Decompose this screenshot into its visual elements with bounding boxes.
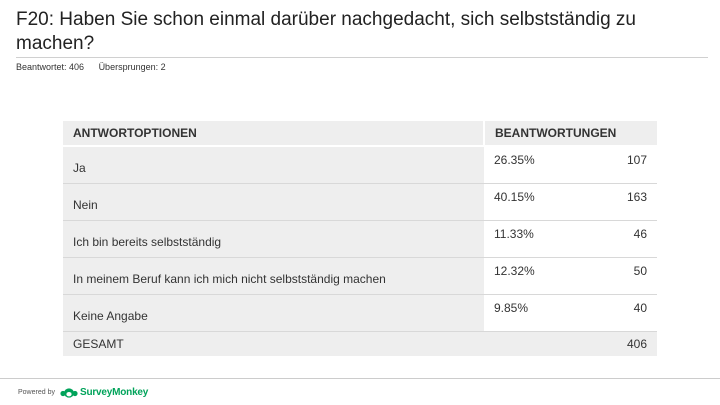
title-divider bbox=[16, 57, 708, 58]
results-table: ANTWORTOPTIONEN BEANTWORTUNGEN Ja 26.35%… bbox=[63, 121, 657, 356]
table-row: Ja 26.35% 107 bbox=[63, 146, 657, 184]
total-label: GESAMT bbox=[63, 331, 484, 356]
answer-percent: 12.32% bbox=[484, 257, 584, 295]
answer-label: Ja bbox=[63, 146, 484, 184]
answer-count: 107 bbox=[584, 146, 657, 184]
table-header-row: ANTWORTOPTIONEN BEANTWORTUNGEN bbox=[63, 121, 657, 147]
skipped-count: Übersprungen: 2 bbox=[98, 62, 166, 72]
answer-percent: 40.15% bbox=[484, 183, 584, 221]
answer-count: 46 bbox=[584, 220, 657, 258]
footer-divider bbox=[0, 378, 720, 379]
powered-by-label: Powered by bbox=[18, 389, 55, 396]
header-answer-options: ANTWORTOPTIONEN bbox=[63, 121, 484, 147]
answer-count: 50 bbox=[584, 257, 657, 295]
brand-name: SurveyMonkey bbox=[79, 387, 149, 398]
header-responses: BEANTWORTUNGEN bbox=[483, 121, 657, 147]
answer-percent: 9.85% bbox=[484, 294, 584, 332]
total-percent-empty bbox=[484, 331, 584, 356]
answer-label: Ich bin bereits selbstständig bbox=[63, 220, 484, 258]
answer-percent: 11.33% bbox=[484, 220, 584, 258]
table-row: In meinem Beruf kann ich mich nicht selb… bbox=[63, 257, 657, 295]
total-count: 406 bbox=[584, 331, 657, 356]
surveymonkey-logo: SurveyMonkey bbox=[60, 387, 148, 398]
answer-label: Keine Angabe bbox=[63, 294, 484, 332]
footer: Powered by SurveyMonkey bbox=[18, 387, 148, 398]
answer-count: 163 bbox=[584, 183, 657, 221]
answered-count: Beantwortet: 406 bbox=[16, 62, 85, 72]
answer-label: Nein bbox=[63, 183, 484, 221]
response-stats: Beantwortet: 406 Übersprungen: 2 bbox=[16, 62, 166, 72]
surveymonkey-logo-icon bbox=[60, 388, 78, 398]
answer-label: In meinem Beruf kann ich mich nicht selb… bbox=[63, 257, 484, 295]
question-title: F20: Haben Sie schon einmal darüber nach… bbox=[16, 9, 636, 54]
table-row: Keine Angabe 9.85% 40 bbox=[63, 294, 657, 332]
table-row: Ich bin bereits selbstständig 11.33% 46 bbox=[63, 220, 657, 258]
total-row: GESAMT 406 bbox=[63, 331, 657, 356]
table-row: Nein 40.15% 163 bbox=[63, 183, 657, 221]
answer-percent: 26.35% bbox=[484, 146, 584, 184]
answer-count: 40 bbox=[584, 294, 657, 332]
